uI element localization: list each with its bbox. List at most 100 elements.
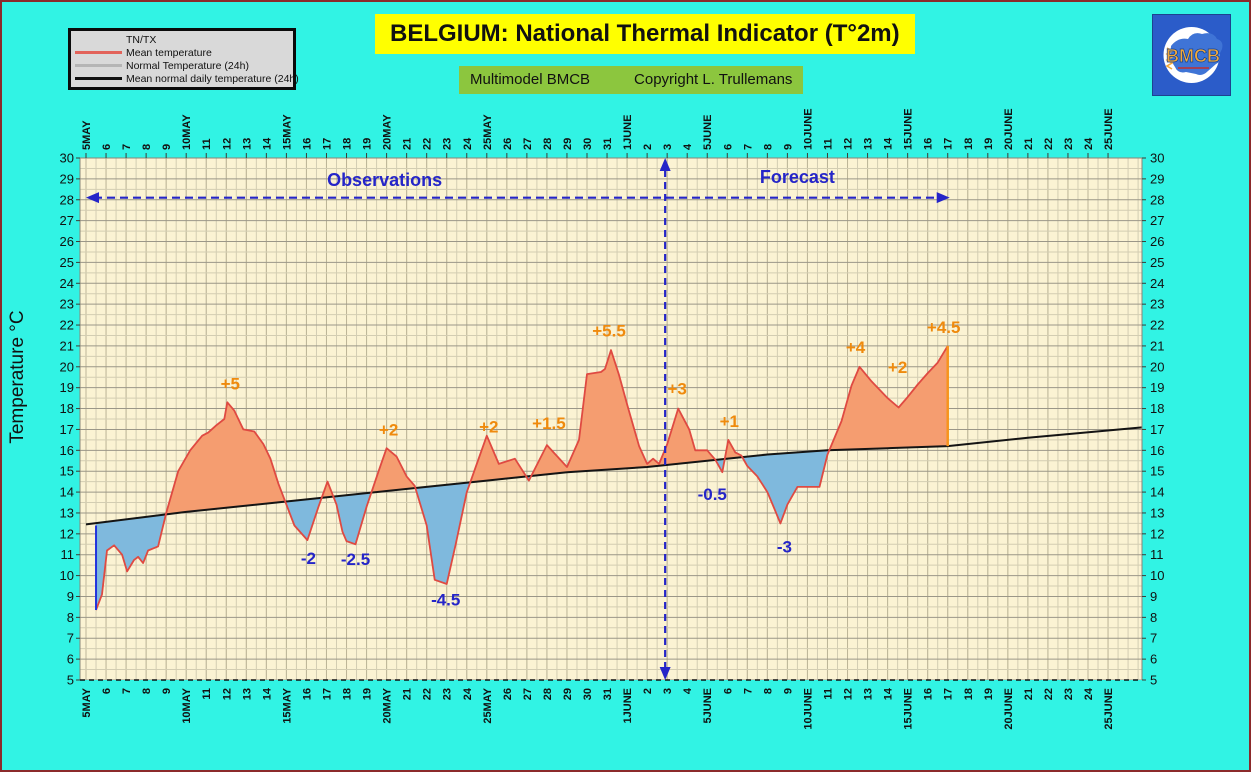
y-axis-label-right: 10 — [1150, 568, 1164, 583]
legend-row-mean-normal-daily: Mean normal daily temperature (24h) — [75, 72, 299, 85]
y-axis-label-right: 26 — [1150, 234, 1164, 249]
anomaly-annotation: +4 — [846, 338, 866, 357]
x-axis-label-bottom: 26 — [502, 688, 514, 700]
x-axis-label-bottom: 25JUNE — [1103, 688, 1115, 730]
x-axis-label-bottom: 19 — [362, 688, 374, 700]
y-axis-label-right: 12 — [1150, 526, 1164, 541]
x-axis-label-bottom: 18 — [963, 688, 975, 700]
mean-normal-daily-line-swatch — [75, 77, 122, 80]
x-axis-label-top: 20JUNE — [1003, 108, 1015, 150]
y-axis-label-left: 9 — [67, 589, 74, 604]
x-axis-label-bottom: 7 — [742, 688, 754, 694]
x-axis-label-bottom: 23 — [442, 688, 454, 700]
x-axis-label-top: 15JUNE — [903, 108, 915, 150]
anomaly-annotation: -2.5 — [341, 550, 370, 569]
y-axis-label-right: 28 — [1150, 192, 1164, 207]
x-axis-label-top: 28 — [542, 138, 554, 150]
logo-belgium-map — [1170, 33, 1223, 75]
y-axis-title: Temperature °C — [7, 310, 28, 444]
y-axis-label-right: 9 — [1150, 589, 1157, 604]
y-axis-label-right: 23 — [1150, 297, 1164, 312]
x-axis-label-bottom: 17 — [321, 688, 333, 700]
normal-temperature-line — [85, 426, 1143, 526]
x-axis-label-top: 18 — [342, 138, 354, 150]
y-axis-label-left: 13 — [60, 505, 74, 520]
x-axis-label-bottom: 8 — [762, 688, 774, 694]
x-axis-label-bottom: 2 — [642, 688, 654, 694]
arrow-head-left — [86, 192, 99, 204]
y-axis-label-right: 25 — [1150, 255, 1164, 270]
x-axis-label-top: 15MAY — [281, 114, 293, 150]
x-axis-label-top: 16 — [923, 138, 935, 150]
y-axis-label-left: 28 — [60, 192, 74, 207]
x-axis-label-top: 29 — [562, 138, 574, 150]
legend-label: Mean normal daily temperature (24h) — [126, 72, 299, 85]
x-axis-label-bottom: 28 — [542, 688, 554, 700]
x-axis-label-top: 23 — [442, 138, 454, 150]
x-axis-label-top: 8 — [141, 144, 153, 150]
y-axis-label-left: 5 — [67, 673, 74, 688]
y-axis-label-left: 7 — [67, 631, 74, 646]
anomaly-annotation: -4.5 — [431, 591, 460, 610]
x-axis-label-bottom: 3 — [662, 688, 674, 694]
x-axis-label-bottom: 25MAY — [482, 687, 494, 723]
x-axis-label-bottom: 10JUNE — [802, 688, 814, 730]
x-axis-label-top: 25JUNE — [1103, 108, 1115, 150]
x-axis-label-bottom: 24 — [462, 687, 474, 700]
x-axis-label-top: 19 — [983, 138, 995, 150]
logo-text: BMCB — [1166, 46, 1220, 66]
x-axis-label-bottom: 5MAY — [81, 687, 93, 717]
x-axis-label-bottom: 16 — [301, 688, 313, 700]
x-axis-label-top: 9 — [161, 144, 173, 150]
x-axis-label-top: 22 — [422, 138, 434, 150]
legend-label: Mean temperature — [126, 46, 212, 59]
x-axis-label-top: 23 — [1063, 138, 1075, 150]
bmcb-logo: BMCB — [1152, 14, 1231, 96]
x-axis-label-bottom: 17 — [943, 688, 955, 700]
anomaly-annotation: +3 — [667, 380, 686, 399]
x-axis-label-top: 27 — [522, 138, 534, 150]
x-axis-label-bottom: 5JUNE — [702, 688, 714, 723]
anomaly-annotation: -0.5 — [698, 485, 727, 504]
x-axis-label-top: 7 — [121, 144, 133, 150]
y-axis-label-left: 8 — [67, 610, 74, 625]
y-axis-label-left: 17 — [60, 422, 74, 437]
anomaly-annotation: +1.5 — [532, 414, 566, 433]
y-axis-label-right: 16 — [1150, 443, 1164, 458]
y-axis-label-left: 27 — [60, 213, 74, 228]
legend-label: TN/TX — [126, 33, 157, 46]
x-axis-label-bottom: 1JUNE — [622, 688, 634, 723]
y-axis-label-right: 27 — [1150, 213, 1164, 228]
x-axis-label-top: 13 — [863, 138, 875, 150]
anomaly-annotation: -3 — [777, 537, 792, 556]
x-axis-label-bottom: 20JUNE — [1003, 688, 1015, 730]
x-axis-label-bottom: 21 — [402, 688, 414, 700]
logo-zigzag-decoration — [1165, 47, 1174, 70]
x-axis-label-bottom: 11 — [822, 688, 834, 700]
x-axis-label-top: 31 — [602, 138, 614, 150]
x-axis-label-bottom: 29 — [562, 688, 574, 700]
mean-temperature-line-swatch — [75, 51, 122, 54]
x-axis-label-top: 14 — [261, 137, 273, 150]
observations-label: Observations — [327, 170, 442, 190]
x-axis-label-bottom: 31 — [602, 688, 614, 700]
x-axis-label-bottom: 14 — [883, 687, 895, 700]
y-axis-label-right: 15 — [1150, 464, 1164, 479]
y-axis-label-right: 11 — [1150, 547, 1164, 562]
y-axis-label-left: 29 — [60, 171, 74, 186]
x-axis-label-top: 2 — [642, 144, 654, 150]
x-axis-label-bottom: 12 — [843, 688, 855, 700]
x-axis-label-top: 5JUNE — [702, 115, 714, 150]
x-axis-label-top: 14 — [883, 137, 895, 150]
y-axis-label-right: 24 — [1150, 276, 1164, 291]
x-axis-label-top: 10MAY — [181, 114, 193, 150]
x-axis-label-bottom: 9 — [161, 688, 173, 694]
y-axis-label-right: 22 — [1150, 318, 1164, 333]
y-axis-label-left: 6 — [67, 652, 74, 667]
y-axis-label-right: 20 — [1150, 359, 1164, 374]
x-axis-label-top: 24 — [1083, 137, 1095, 150]
subtitle-multimodel: Multimodel BMCB — [470, 71, 591, 88]
subtitle-band: Multimodel BMCB Copyright L. Trullemans — [459, 66, 804, 94]
y-axis-label-left: 23 — [60, 297, 74, 312]
x-axis-label-bottom: 15JUNE — [903, 688, 915, 730]
